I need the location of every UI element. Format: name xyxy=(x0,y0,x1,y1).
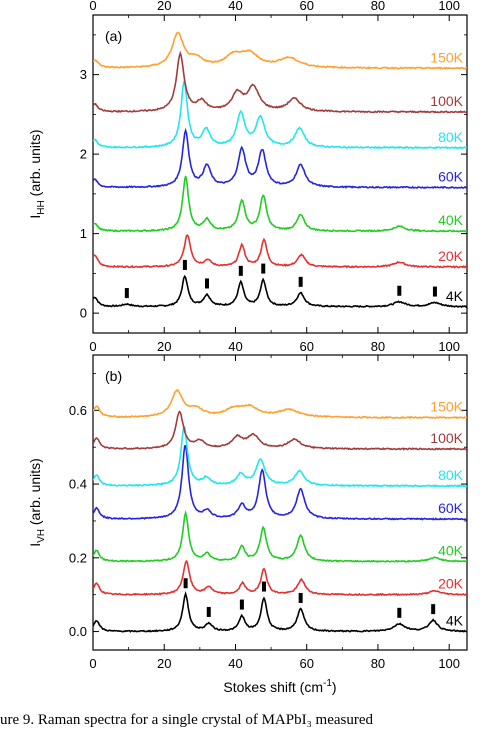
series-label-150K: 150K xyxy=(430,399,463,415)
spectrum-80K xyxy=(93,80,467,150)
panel-label: (a) xyxy=(105,28,122,44)
spectrum-150K xyxy=(93,388,467,420)
spectrum-150K xyxy=(93,31,467,70)
x-tick-label: 20 xyxy=(157,339,171,354)
x-tick-label: 100 xyxy=(438,656,460,671)
panel-b: 0 20 40 60 80 100 0.0 0.2 0.4 0.6 (b) IVH (arb. uni… xyxy=(27,354,468,695)
spectrum-20K xyxy=(93,234,467,269)
series-label-100K: 100K xyxy=(430,93,463,109)
y-axis-label: IVH (arb. units) xyxy=(27,458,47,547)
x-tick-label: 20 xyxy=(157,656,171,671)
phonon-marker xyxy=(124,288,129,299)
spectrum-20K xyxy=(93,559,467,597)
phonon-marker xyxy=(298,276,303,287)
phonon-marker xyxy=(206,606,211,617)
phonon-marker xyxy=(298,592,303,603)
series-label-100K: 100K xyxy=(430,430,463,446)
series-label-40K: 40K xyxy=(438,543,464,559)
spectrum-100K xyxy=(93,50,467,114)
figure-caption: ure 9. Raman spectra for a single crysta… xyxy=(0,712,374,728)
series-label-80K: 80K xyxy=(438,129,464,145)
x-tick-label: 60 xyxy=(299,656,313,671)
y-tick-label: 1 xyxy=(80,226,87,241)
y-tick-label: 3 xyxy=(80,67,87,82)
spectrum-80K xyxy=(93,425,467,488)
x-tick-label: 0 xyxy=(89,339,96,354)
x-tick-label-top: 40 xyxy=(228,0,242,13)
panel-label: (b) xyxy=(105,368,122,384)
series-label-60K: 60K xyxy=(438,169,464,185)
phonon-marker xyxy=(397,285,402,296)
phonon-marker xyxy=(261,581,266,592)
phonon-marker xyxy=(397,607,402,618)
x-tick-label: 40 xyxy=(228,339,242,354)
series-label-60K: 60K xyxy=(438,500,464,516)
figure: 0 0 20 20 40 40 60 60 80 80 100 100 0 1 2 3 (a) IHH (arb.… xyxy=(27,0,468,695)
phonon-marker xyxy=(182,259,187,270)
y-tick-label: 2 xyxy=(80,147,87,162)
y-tick-label: 0.4 xyxy=(69,477,87,492)
x-tick-label-top: 20 xyxy=(157,0,171,13)
plot-frame xyxy=(92,354,468,651)
spectrum-60K xyxy=(93,444,467,521)
x-axis-label: Stokes shift (cm-1) xyxy=(223,678,336,695)
y-tick-label: 0.2 xyxy=(69,550,87,565)
y-tick-label: 0.0 xyxy=(69,624,87,639)
spectrum-100K xyxy=(93,410,467,451)
series-label-20K: 20K xyxy=(438,248,464,264)
x-tick-label: 80 xyxy=(371,656,385,671)
x-tick-label: 80 xyxy=(371,339,385,354)
x-tick-label-top: 60 xyxy=(299,0,313,13)
spectrum-40K xyxy=(93,510,467,563)
phonon-marker xyxy=(431,604,436,615)
x-tick-label: 60 xyxy=(299,339,313,354)
x-tick-label-top: 0 xyxy=(89,0,96,13)
series-label-20K: 20K xyxy=(438,576,464,592)
phonon-marker xyxy=(183,578,188,589)
x-tick-label: 0 xyxy=(89,656,96,671)
spectrum-60K xyxy=(93,127,467,190)
series-label-80K: 80K xyxy=(438,467,464,483)
phonon-marker xyxy=(239,599,244,610)
x-tick-label-top: 100 xyxy=(438,0,460,13)
plot-frame xyxy=(92,14,468,334)
spectrum-40K xyxy=(93,175,467,233)
panel-a: 0 0 20 20 40 40 60 60 80 80 100 100 0 1 2 3 (a) IHH (arb.… xyxy=(27,0,468,354)
y-axis-label: IHH (arb. units) xyxy=(27,129,47,218)
series-label-150K: 150K xyxy=(430,49,463,65)
phonon-marker xyxy=(261,263,266,274)
y-tick-label: 0 xyxy=(80,306,87,321)
series-label-4K: 4K xyxy=(446,288,464,304)
series-label-4K: 4K xyxy=(446,613,464,629)
x-tick-label: 100 xyxy=(438,339,460,354)
x-tick-label-top: 80 xyxy=(371,0,385,13)
y-tick-label: 0.6 xyxy=(69,403,87,418)
spectrum-4K xyxy=(93,590,467,633)
x-tick-label: 40 xyxy=(228,656,242,671)
phonon-marker xyxy=(432,286,437,297)
phonon-marker xyxy=(238,265,243,276)
spectrum-4K xyxy=(93,274,467,309)
phonon-marker xyxy=(204,278,209,289)
series-label-40K: 40K xyxy=(438,212,464,228)
